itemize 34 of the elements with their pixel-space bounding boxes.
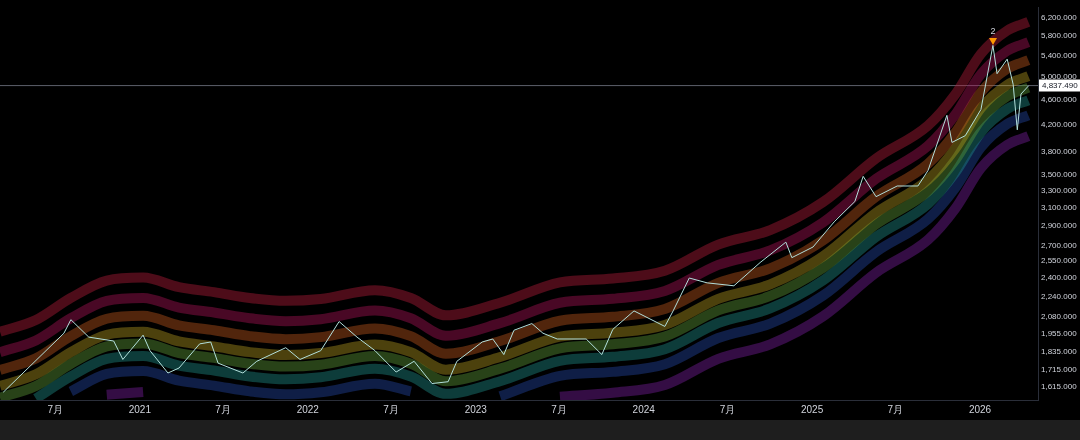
y-tick-label: 3,500.000 — [1041, 169, 1078, 179]
y-tick-label: 2,080.000 — [1041, 312, 1078, 322]
y-tick-label: 3,300.000 — [1041, 185, 1078, 195]
y-tick-label: 5,400.000 — [1041, 50, 1078, 60]
x-tick-label: 7月 — [47, 403, 63, 415]
y-tick-label: 3,800.000 — [1041, 147, 1078, 157]
y-tick-label: 4,600.000 — [1041, 94, 1078, 104]
y-tick-label: 1,955.000 — [1041, 329, 1078, 339]
y-tick-label: 4,200.000 — [1041, 119, 1078, 129]
y-tick-label: 5,800.000 — [1041, 31, 1078, 40]
x-tick-label: 7月 — [215, 403, 231, 415]
y-tick-label: 2,900.000 — [1041, 221, 1078, 231]
y-tick-label: 2,400.000 — [1041, 273, 1078, 283]
x-tick-label: 7月 — [887, 403, 904, 415]
annotation: 2 — [990, 26, 996, 37]
ref-line-label: 4,837.490 — [1042, 81, 1079, 91]
x-tick-label: 2025 — [800, 403, 824, 415]
y-tick-label: 1,615.000 — [1041, 381, 1078, 391]
x-tick-label: 7月 — [551, 403, 567, 415]
y-tick-label: 2,700.000 — [1041, 240, 1078, 250]
x-tick-label: 2022 — [296, 403, 320, 415]
y-tick-label: 1,835.000 — [1041, 346, 1078, 356]
x-tick-label: 2024 — [632, 403, 656, 415]
y-tick-label: 1,715.000 — [1041, 365, 1078, 375]
x-tick-label: 7月 — [719, 403, 736, 415]
y-tick-label: 5,000.000 — [1041, 71, 1078, 81]
y-tick-label: 2,550.000 — [1041, 256, 1078, 266]
x-tick-label: 2026 — [968, 403, 992, 415]
y-tick-label: 6,200.000 — [1041, 12, 1078, 22]
x-tick-label: 7月 — [383, 403, 399, 415]
x-tick-label: 2023 — [464, 403, 488, 415]
y-tick-label: 2,240.000 — [1041, 292, 1078, 302]
x-tick-label: 2021 — [128, 403, 152, 415]
y-tick-label: 3,100.000 — [1041, 202, 1078, 212]
